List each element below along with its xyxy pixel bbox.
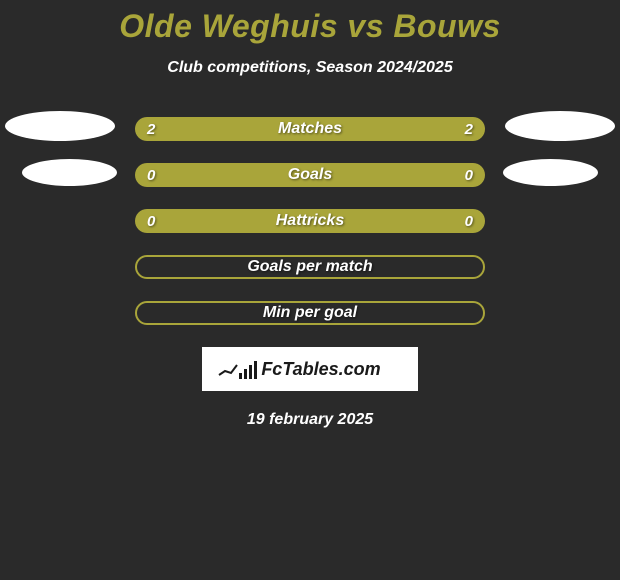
logo-bar bbox=[254, 361, 257, 379]
stat-label: Goals bbox=[288, 166, 332, 184]
player-right-badge-2 bbox=[503, 159, 598, 186]
stat-rows: 2 Matches 2 0 Goals 0 0 Hattricks 0 Goals per mat… bbox=[135, 117, 485, 325]
stat-row-matches: 2 Matches 2 bbox=[135, 117, 485, 141]
logo-bar bbox=[249, 365, 252, 379]
stat-right-value: 0 bbox=[465, 167, 473, 184]
infographic-container: Olde Weghuis vs Bouws Club competitions,… bbox=[0, 0, 620, 429]
stat-label: Matches bbox=[278, 120, 342, 138]
date-label: 19 february 2025 bbox=[0, 411, 620, 429]
trend-line-icon bbox=[217, 359, 243, 379]
logo-bar bbox=[244, 369, 247, 379]
player-left-badge-1 bbox=[5, 111, 115, 141]
stat-right-value: 2 bbox=[465, 121, 473, 138]
stats-area: 2 Matches 2 0 Goals 0 0 Hattricks 0 Goals per mat… bbox=[0, 117, 620, 429]
page-title: Olde Weghuis vs Bouws bbox=[0, 8, 620, 45]
brand-logo-text: FcTables.com bbox=[261, 359, 380, 380]
stat-label: Hattricks bbox=[276, 212, 344, 230]
stat-left-value: 0 bbox=[147, 167, 155, 184]
stat-row-goals: 0 Goals 0 bbox=[135, 163, 485, 187]
brand-logo: FcTables.com bbox=[202, 347, 418, 391]
stat-left-value: 2 bbox=[147, 121, 155, 138]
page-subtitle: Club competitions, Season 2024/2025 bbox=[0, 59, 620, 77]
chart-icon bbox=[239, 359, 257, 379]
stat-right-value: 0 bbox=[465, 213, 473, 230]
stat-left-value: 0 bbox=[147, 213, 155, 230]
stat-row-goals-per-match: Goals per match bbox=[135, 255, 485, 279]
player-right-badge-1 bbox=[505, 111, 615, 141]
stat-label: Min per goal bbox=[263, 304, 357, 322]
player-left-badge-2 bbox=[22, 159, 117, 186]
stat-row-min-per-goal: Min per goal bbox=[135, 301, 485, 325]
stat-row-hattricks: 0 Hattricks 0 bbox=[135, 209, 485, 233]
stat-label: Goals per match bbox=[247, 258, 372, 276]
